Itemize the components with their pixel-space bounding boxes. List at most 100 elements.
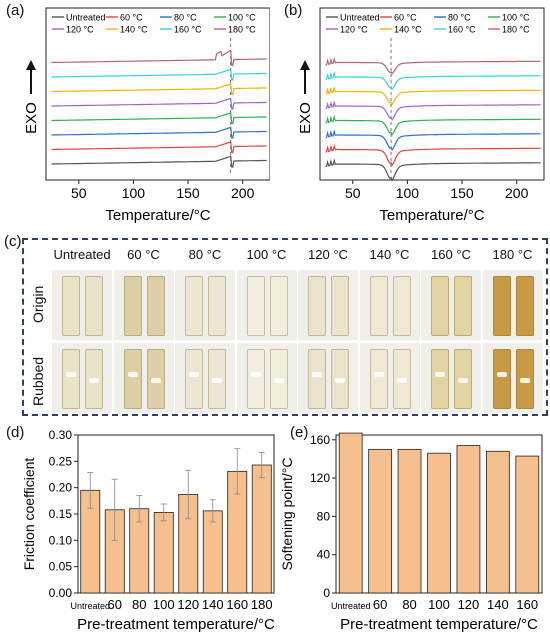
x-tick-label: 200 xyxy=(505,185,529,201)
sample-bar xyxy=(454,349,472,409)
dsc-series-line xyxy=(325,143,541,167)
wear-scar xyxy=(519,378,530,383)
x-tick-label: 120 xyxy=(177,597,199,612)
sample-bar xyxy=(515,349,534,409)
sample-photo xyxy=(236,343,297,413)
y-axis-label: Softening point/°C xyxy=(282,457,295,570)
sample-bar xyxy=(331,349,349,409)
legend-label: Untreated xyxy=(66,13,106,23)
sample-bar xyxy=(308,276,326,336)
sample-photo xyxy=(421,270,481,340)
panel-label-d: (d) xyxy=(6,424,25,441)
x-tick-label: 50 xyxy=(71,185,87,201)
legend-label: 140 °C xyxy=(120,25,148,35)
bar xyxy=(251,464,272,594)
x-tick-label: 100 xyxy=(396,185,420,201)
sample-bar xyxy=(308,349,326,409)
x-tick-label: 80 xyxy=(132,597,146,612)
sample-photo xyxy=(482,343,543,413)
sample-bar xyxy=(208,349,226,409)
x-axis-label: Temperature/°C xyxy=(105,207,210,224)
x-tick-label: 100 xyxy=(428,597,450,612)
sample-bar xyxy=(369,349,388,409)
x-tick-label: Untreated xyxy=(70,601,110,611)
panel-label-c: (c) xyxy=(4,233,22,250)
sample-bar xyxy=(185,276,203,336)
wear-scar xyxy=(496,372,507,377)
sample-photo xyxy=(298,343,358,413)
legend-label: 80 °C xyxy=(448,13,471,23)
bar xyxy=(427,452,451,594)
photo-column-header: 160 °C xyxy=(431,247,471,262)
wear-scar xyxy=(335,378,345,383)
x-tick-label: 120 xyxy=(458,597,480,612)
x-tick-label: 140 xyxy=(202,597,224,612)
dsc-series-line xyxy=(51,141,267,154)
bar xyxy=(397,448,422,594)
sample-bar xyxy=(85,276,103,336)
wear-scar xyxy=(458,378,468,383)
photo-row-header: Rubbed xyxy=(30,356,46,406)
photo-column-header: 60 °C xyxy=(127,247,160,262)
sample-bar xyxy=(492,349,511,409)
y-tick-label: 120 xyxy=(310,471,330,485)
sample-photo xyxy=(359,270,420,340)
y-axis-label: EXO xyxy=(23,102,40,134)
sample-bar xyxy=(146,349,165,409)
sample-bar xyxy=(269,276,288,336)
bar xyxy=(368,448,393,594)
sample-bar xyxy=(369,276,388,336)
legend-label: 100 °C xyxy=(502,13,530,23)
sample-bar xyxy=(431,349,449,409)
x-tick-label: 50 xyxy=(345,185,361,201)
dsc-chart-b: 50 100 150 200 Temperature/°C EXO Untreated 60 … xyxy=(297,7,545,224)
dsc-series-line xyxy=(51,112,267,125)
bar xyxy=(202,510,223,594)
photo-grid-frame xyxy=(22,238,548,416)
wear-scar xyxy=(373,372,384,377)
y-tick-label: 0.25 xyxy=(49,454,73,468)
bar xyxy=(338,432,363,594)
sample-bar xyxy=(246,349,265,409)
sample-photo xyxy=(236,270,297,340)
y-tick-label: 0 xyxy=(323,586,330,600)
panel-label-a: (a) xyxy=(6,2,25,19)
legend-label: 120 °C xyxy=(340,25,368,35)
sample-bar xyxy=(392,349,411,409)
legend-label: 180 °C xyxy=(228,25,256,35)
x-tick-label: 150 xyxy=(176,185,200,201)
wear-scar xyxy=(150,378,161,383)
legend-label: 160 °C xyxy=(448,25,476,35)
sample-photo xyxy=(421,343,481,413)
exo-arrowhead-icon xyxy=(300,60,310,70)
x-tick-label: 100 xyxy=(122,185,146,201)
legend-label: 100 °C xyxy=(228,13,256,23)
wear-scar xyxy=(66,372,76,377)
sample-bar xyxy=(146,276,165,336)
x-axis-label: Pre-treatment temperature/°C xyxy=(77,616,275,633)
legend-label: 60 °C xyxy=(120,13,143,23)
sample-photo xyxy=(482,270,543,340)
sample-bar xyxy=(431,276,449,336)
photo-column-header: 80 °C xyxy=(188,247,222,262)
sample-bar xyxy=(185,349,203,409)
y-tick-label: 0.30 xyxy=(49,428,73,442)
y-axis-label: Friction coefficient xyxy=(21,458,37,571)
x-axis-label: Temperature/°C xyxy=(379,207,484,224)
dsc-series-line xyxy=(51,155,267,168)
sample-photo xyxy=(175,343,235,413)
plot-frame xyxy=(319,7,545,181)
sample-bar xyxy=(454,276,472,336)
exo-arrowhead-icon xyxy=(26,60,36,70)
wear-scar xyxy=(127,372,138,377)
sample-bar xyxy=(392,276,411,336)
y-tick-label: 0.05 xyxy=(49,560,73,574)
panel-label-e: (e) xyxy=(290,424,309,441)
dsc-series-line xyxy=(325,100,541,121)
legend-label: 60 °C xyxy=(394,13,417,23)
dsc-series-line xyxy=(51,49,267,67)
legend-label: 80 °C xyxy=(174,13,197,23)
y-tick-label: 160 xyxy=(310,433,330,447)
dsc-chart-a: 50 100 150 200 Temperature/°C EXO Untreated 60 … xyxy=(23,7,270,224)
